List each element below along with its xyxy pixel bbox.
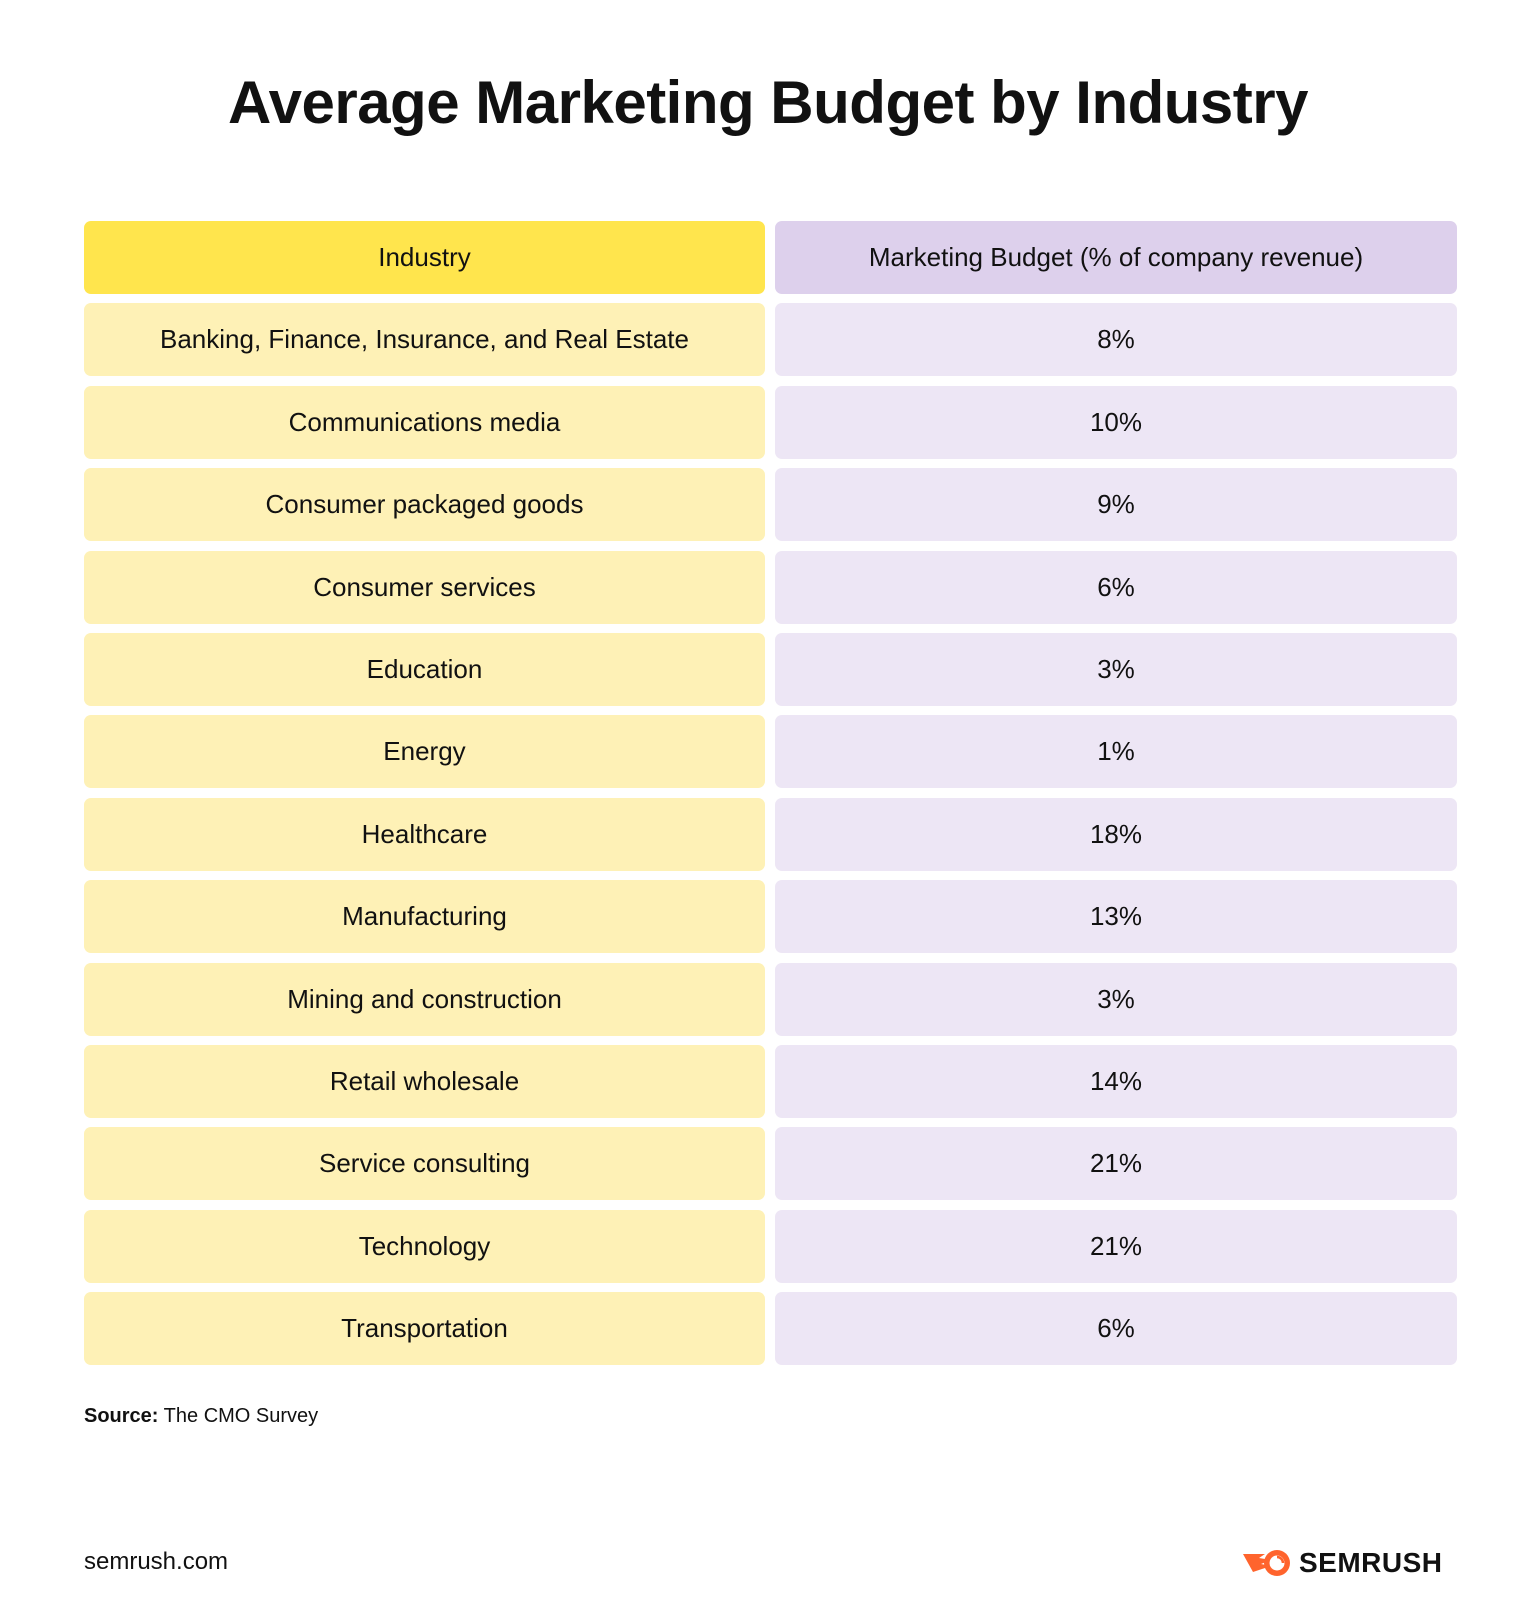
table-row: Healthcare 18%	[84, 797, 1457, 871]
page-title: Average Marketing Budget by Industry	[228, 69, 1309, 136]
industry-cell: Energy	[84, 715, 765, 789]
industry-cell: Mining and construction	[84, 962, 765, 1036]
logo-text: SEMRUSH	[1299, 1547, 1443, 1578]
table-row: Service consulting 21%	[84, 1127, 1457, 1201]
site-url: semrush.com	[84, 1548, 229, 1575]
industry-cell: Transportation	[84, 1292, 765, 1366]
table-row: Retail wholesale 14%	[84, 1044, 1457, 1118]
budget-cell: 8%	[775, 303, 1457, 377]
source-text: The CMO Survey	[163, 1405, 319, 1427]
table-row: Consumer packaged goods 9%	[84, 468, 1457, 542]
industry-cell: Service consulting	[84, 1127, 765, 1201]
industry-cell: Retail wholesale	[84, 1044, 765, 1118]
budget-cell: 21%	[775, 1127, 1457, 1201]
budget-cell: 6%	[775, 550, 1457, 624]
budget-cell: 21%	[775, 1209, 1457, 1283]
table-header-row: Industry Marketing Budget (% of company …	[84, 221, 1457, 294]
semrush-logo: SEMRUSH	[1241, 1547, 1443, 1579]
budget-cell: 6%	[775, 1292, 1457, 1366]
industry-cell: Consumer services	[84, 550, 765, 624]
budget-cell: 9%	[775, 468, 1457, 542]
budget-table: Industry Marketing Budget (% of company …	[84, 221, 1457, 1374]
table-row: Mining and construction 3%	[84, 962, 1457, 1036]
table-row: Energy 1%	[84, 715, 1457, 789]
table-row: Banking, Finance, Insurance, and Real Es…	[84, 303, 1457, 377]
industry-cell: Technology	[84, 1209, 765, 1283]
table-row: Manufacturing 13%	[84, 880, 1457, 954]
industry-cell: Consumer packaged goods	[84, 468, 765, 542]
industry-cell: Manufacturing	[84, 880, 765, 954]
table-row: Consumer services 6%	[84, 550, 1457, 624]
budget-cell: 3%	[775, 632, 1457, 706]
industry-cell: Education	[84, 632, 765, 706]
budget-cell: 10%	[775, 385, 1457, 459]
budget-cell: 3%	[775, 962, 1457, 1036]
semrush-fireball-icon	[1243, 1550, 1290, 1576]
budget-cell: 18%	[775, 797, 1457, 871]
budget-cell: 14%	[775, 1044, 1457, 1118]
header-budget: Marketing Budget (% of company revenue)	[775, 221, 1457, 294]
table-row: Education 3%	[84, 632, 1457, 706]
source-label: Source:	[84, 1405, 159, 1427]
table-row: Communications media 10%	[84, 385, 1457, 459]
budget-cell: 13%	[775, 880, 1457, 954]
table-row: Technology 21%	[84, 1209, 1457, 1283]
source-note: Source: The CMO Survey	[84, 1405, 318, 1428]
budget-cell: 1%	[775, 715, 1457, 789]
industry-cell: Banking, Finance, Insurance, and Real Es…	[84, 303, 765, 377]
industry-cell: Communications media	[84, 385, 765, 459]
header-industry: Industry	[84, 221, 765, 294]
table-row: Transportation 6%	[84, 1292, 1457, 1366]
industry-cell: Healthcare	[84, 797, 765, 871]
